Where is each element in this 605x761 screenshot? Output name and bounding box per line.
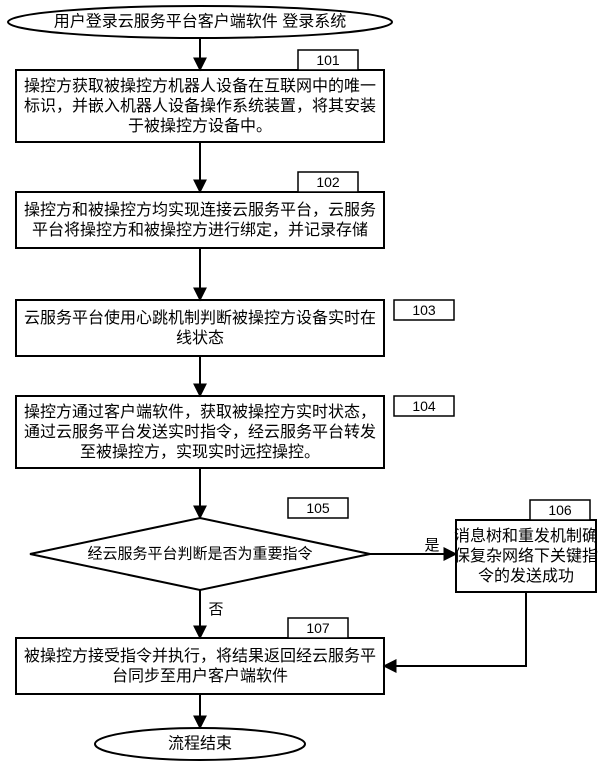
process-n104-line: 操控方通过客户端软件，获取被操控方实时状态， <box>24 403 376 421</box>
process-n107 <box>16 638 384 694</box>
edge-yes-label: 是 <box>424 537 439 554</box>
process-n102 <box>16 192 384 248</box>
decision-text: 经云服务平台判断是否为重要指令 <box>87 546 312 563</box>
process-n101-line: 操控方获取被操控方机器人设备在互联网中的唯一 <box>24 77 376 95</box>
edge-no-label: 否 <box>208 601 223 618</box>
process-n102-line: 平台将操控方和被操控方进行绑定，并记录存储 <box>32 221 368 239</box>
process-n107-line: 台同步至用户客户端软件 <box>112 667 288 685</box>
label-text-n107: 107 <box>306 620 330 636</box>
label-text-n101: 101 <box>316 52 340 68</box>
edge-106-107 <box>384 592 526 666</box>
label-text-105: 105 <box>306 500 330 516</box>
start-terminal-text: 用户登录云服务平台客户端软件 登录系统 <box>54 13 346 31</box>
process-n103-line: 线状态 <box>176 329 224 347</box>
label-text-n102: 102 <box>316 174 340 190</box>
process-n101-line: 标识，并嵌入机器人设备操作系统装置，将其安装 <box>24 97 376 115</box>
process-n103-line: 云服务平台使用心跳机制判断被操控方设备实时在 <box>24 309 376 327</box>
process-n104-line: 通过云服务平台发送实时指令，经云服务平台转发 <box>24 423 376 441</box>
process-n106-line: 保复杂网络下关键指 <box>454 546 598 565</box>
process-n102-line: 操控方和被操控方均实现连接云服务平台，云服务 <box>24 201 376 219</box>
end-terminal-text: 流程结束 <box>168 735 232 753</box>
process-n106-line: 消息树和重发机制确 <box>454 527 598 545</box>
process-n107-line: 被操控方接受指令并执行，将结果返回经云服务平 <box>24 647 376 665</box>
label-text-n106: 106 <box>548 502 572 518</box>
process-n103 <box>16 300 384 356</box>
process-n106-line: 令的发送成功 <box>478 567 574 585</box>
label-text-n104: 104 <box>412 398 436 414</box>
process-n104-line: 至被操控方，实现实时远控操控。 <box>80 443 320 461</box>
process-n101-line: 于被操控方设备中。 <box>128 117 272 135</box>
label-text-n103: 103 <box>412 302 436 318</box>
